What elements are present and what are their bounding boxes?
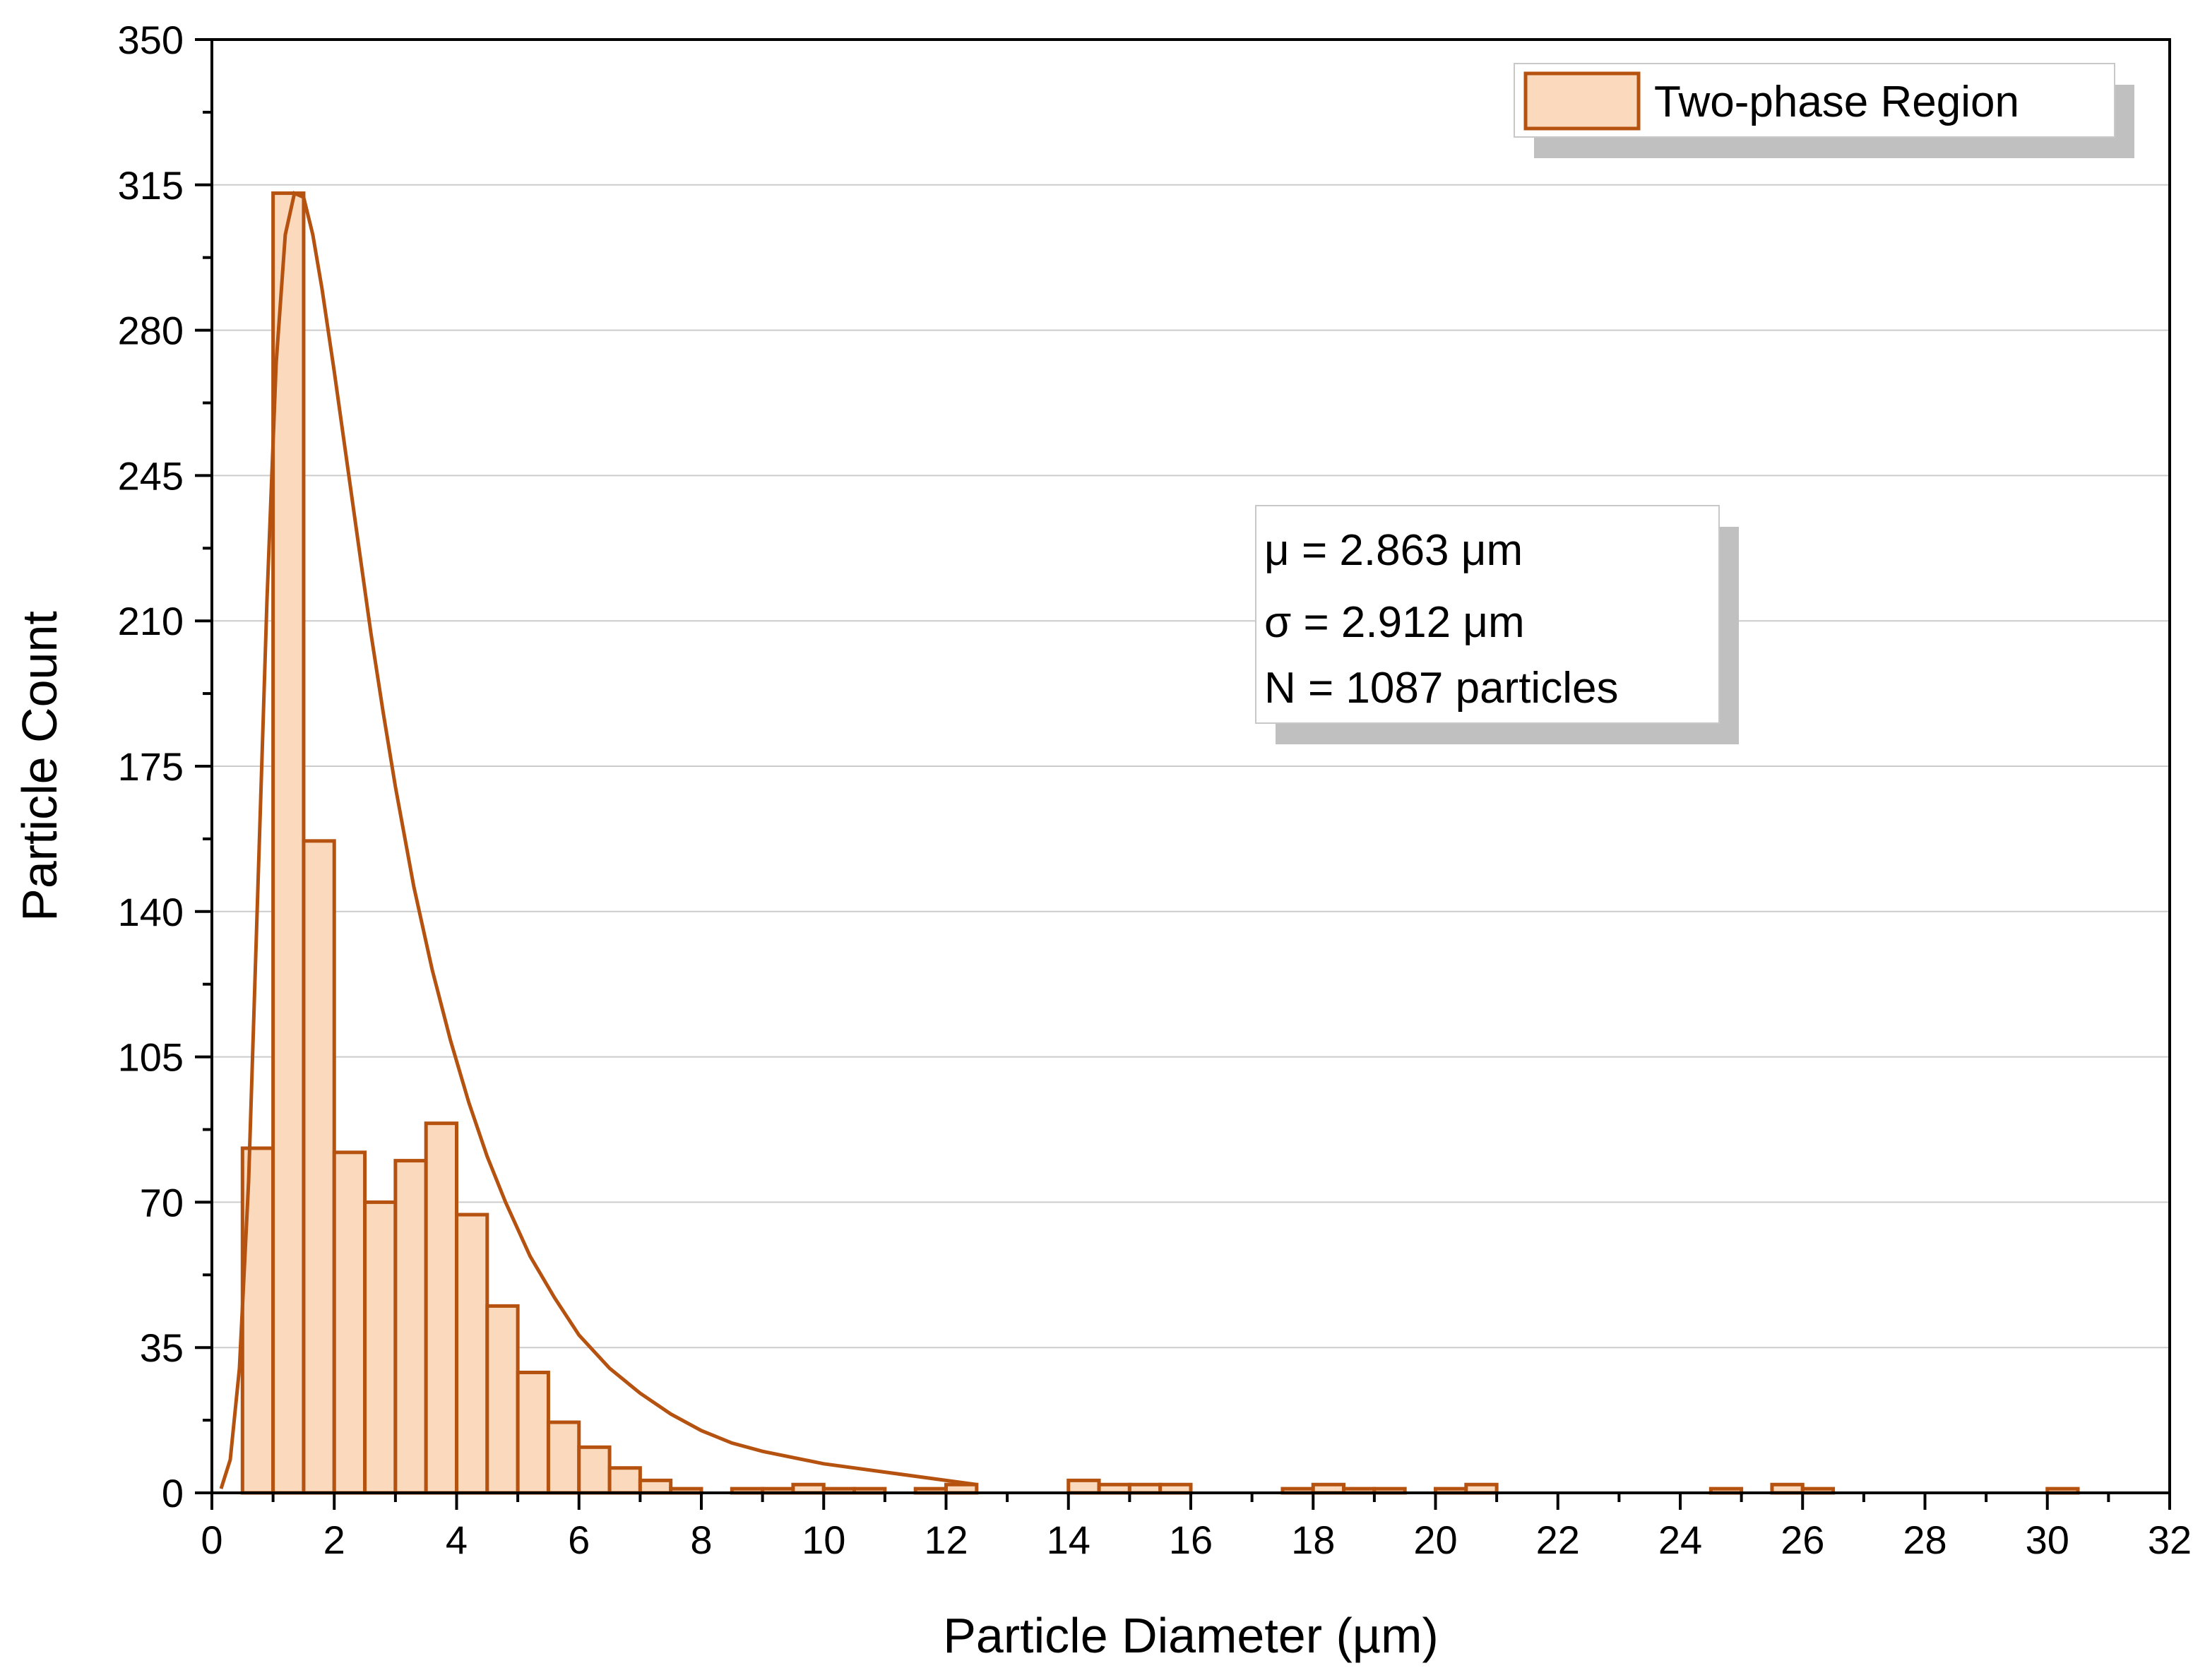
- y-tick-label: 35: [140, 1325, 184, 1370]
- histogram-bar: [577, 1445, 612, 1495]
- legend-swatch: [1523, 71, 1641, 131]
- stats-mean: μ = 2.863 μm: [1264, 526, 1523, 575]
- grid-lines: [212, 184, 2170, 1349]
- histogram-bar: [332, 1150, 367, 1495]
- x-tick-label: 18: [1291, 1518, 1335, 1562]
- stats-box: [1255, 505, 1720, 724]
- x-tick-label: 24: [1658, 1518, 1702, 1562]
- histogram-bar: [302, 839, 336, 1495]
- histogram-bar: [638, 1478, 673, 1495]
- x-tick-label: 0: [201, 1518, 222, 1562]
- x-tick-label: 4: [446, 1518, 468, 1562]
- y-tick-label: 140: [118, 890, 184, 934]
- histogram-bar: [393, 1159, 428, 1495]
- histogram-bar: [424, 1121, 458, 1495]
- histogram-bars: [240, 191, 2080, 1495]
- x-axis-title: Particle Diameter (µm): [943, 1608, 1439, 1663]
- x-tick-label: 16: [1169, 1518, 1213, 1562]
- x-tick-label: 10: [802, 1518, 845, 1562]
- y-tick-label: 350: [118, 18, 184, 62]
- y-tick-label: 175: [118, 744, 184, 789]
- x-tick-label: 12: [924, 1518, 968, 1562]
- y-tick-labels: 0 35 70 105 140 175 210 245 280 315 350: [118, 18, 184, 1515]
- histogram-bar: [516, 1370, 550, 1495]
- stats-annotation: μ = 2.863 μm σ = 2.912 μm N = 1087 parti…: [1255, 505, 1739, 744]
- y-tick-label: 210: [118, 599, 184, 643]
- legend: Two-phase Region: [1514, 63, 2134, 158]
- x-tick-label: 14: [1047, 1518, 1090, 1562]
- histogram-bar: [271, 191, 306, 1495]
- y-tick-label: 0: [162, 1471, 184, 1515]
- x-tick-label: 22: [1536, 1518, 1580, 1562]
- x-tick-label: 2: [323, 1518, 345, 1562]
- x-tick-labels: 0 2 4 6 8 10 12 14 16 18 20 22 24 26 28 30 32: [201, 1518, 2192, 1562]
- histogram-bar: [363, 1200, 398, 1495]
- y-tick-label: 280: [118, 309, 184, 353]
- axis-ticks: [195, 38, 2171, 1510]
- histogram-bar: [485, 1304, 520, 1495]
- x-tick-label: 26: [1781, 1518, 1824, 1562]
- y-axis-title: Particle Count: [12, 611, 67, 922]
- stats-count: N = 1087 particles: [1264, 664, 1618, 713]
- y-tick-label: 105: [118, 1035, 184, 1080]
- x-tick-label: 30: [2026, 1518, 2069, 1562]
- y-tick-label: 315: [118, 163, 184, 208]
- x-tick-label: 32: [2148, 1518, 2192, 1562]
- fit-curve: [219, 191, 977, 1489]
- x-tick-label: 6: [568, 1518, 590, 1562]
- legend-label: Two-phase Region: [1654, 78, 2019, 126]
- y-tick-label: 245: [118, 453, 184, 498]
- histogram-bar: [546, 1420, 581, 1495]
- histogram-bar: [1066, 1478, 1101, 1495]
- y-tick-label: 70: [140, 1180, 184, 1225]
- histogram-bar: [455, 1213, 489, 1495]
- stats-sigma: σ = 2.912 μm: [1264, 598, 1525, 647]
- histogram-bar: [607, 1466, 642, 1495]
- x-tick-label: 28: [1903, 1518, 1947, 1562]
- x-tick-label: 20: [1413, 1518, 1457, 1562]
- x-tick-label: 8: [690, 1518, 712, 1562]
